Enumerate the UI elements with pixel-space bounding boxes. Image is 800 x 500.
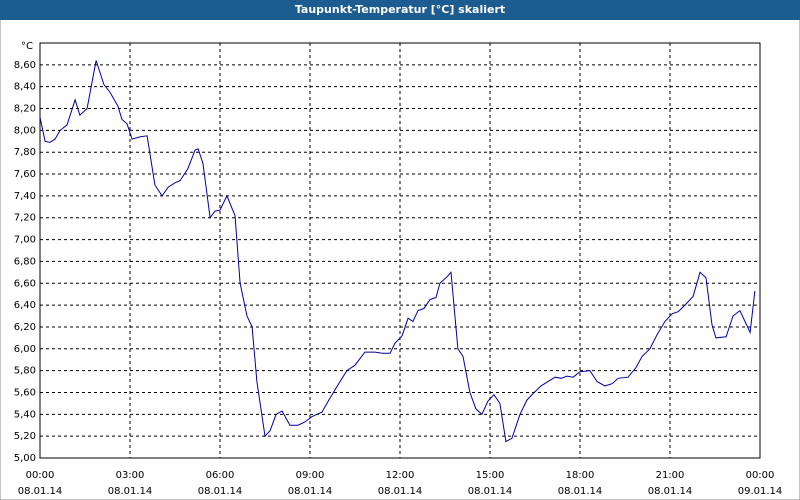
y-tick-label: 5,60 [14, 387, 36, 398]
y-tick-label: 8,60 [14, 60, 36, 71]
x-tick-label: 06:00 [206, 470, 235, 481]
y-tick-label: 7,60 [14, 169, 36, 180]
y-tick-label: 7,20 [14, 213, 36, 224]
y-tick-label: 5,80 [14, 366, 36, 377]
y-tick-label: 6,60 [14, 278, 36, 289]
x-tick-label: 15:00 [476, 470, 505, 481]
y-tick-label: 8,00 [14, 125, 36, 136]
x-tick-date: 08.01.14 [198, 486, 243, 497]
y-tick-label: 5,00 [14, 453, 36, 464]
x-tick-date: 08.01.14 [288, 486, 333, 497]
x-tick-label: 12:00 [386, 470, 415, 481]
y-tick-label: 6,00 [14, 344, 36, 355]
x-tick-label: 21:00 [656, 470, 685, 481]
y-tick-label: 6,20 [14, 322, 36, 333]
x-tick-date: 08.01.14 [558, 486, 603, 497]
plot-area [39, 42, 761, 459]
x-tick-date: 09.01.14 [738, 486, 783, 497]
y-tick-label: 5,20 [14, 431, 36, 442]
y-tick-label: 6,80 [14, 256, 36, 267]
x-tick-date: 08.01.14 [378, 486, 423, 497]
y-axis-label: °C [21, 41, 33, 52]
y-tick-label: 7,00 [14, 235, 36, 246]
x-tick-label: 18:00 [566, 470, 595, 481]
y-tick-label: 5,40 [14, 409, 36, 420]
x-tick-date: 08.01.14 [468, 486, 513, 497]
chart-title: Taupunkt-Temperatur [°C] skaliert [295, 3, 505, 16]
x-tick-label: 00:00 [26, 470, 55, 481]
x-tick-date: 08.01.14 [648, 486, 693, 497]
x-tick-label: 00:00 [746, 470, 775, 481]
x-tick-label: 03:00 [116, 470, 145, 481]
data-line [39, 60, 756, 443]
y-tick-label: 7,80 [14, 147, 36, 158]
y-tick-label: 8,40 [14, 82, 36, 93]
x-tick-label: 09:00 [296, 470, 325, 481]
y-tick-label: 8,20 [14, 104, 36, 115]
x-tick-date: 08.01.14 [18, 486, 63, 497]
y-tick-label: 7,40 [14, 191, 36, 202]
y-tick-label: 6,40 [14, 300, 36, 311]
x-tick-date: 08.01.14 [108, 486, 153, 497]
title-bar [0, 0, 800, 20]
